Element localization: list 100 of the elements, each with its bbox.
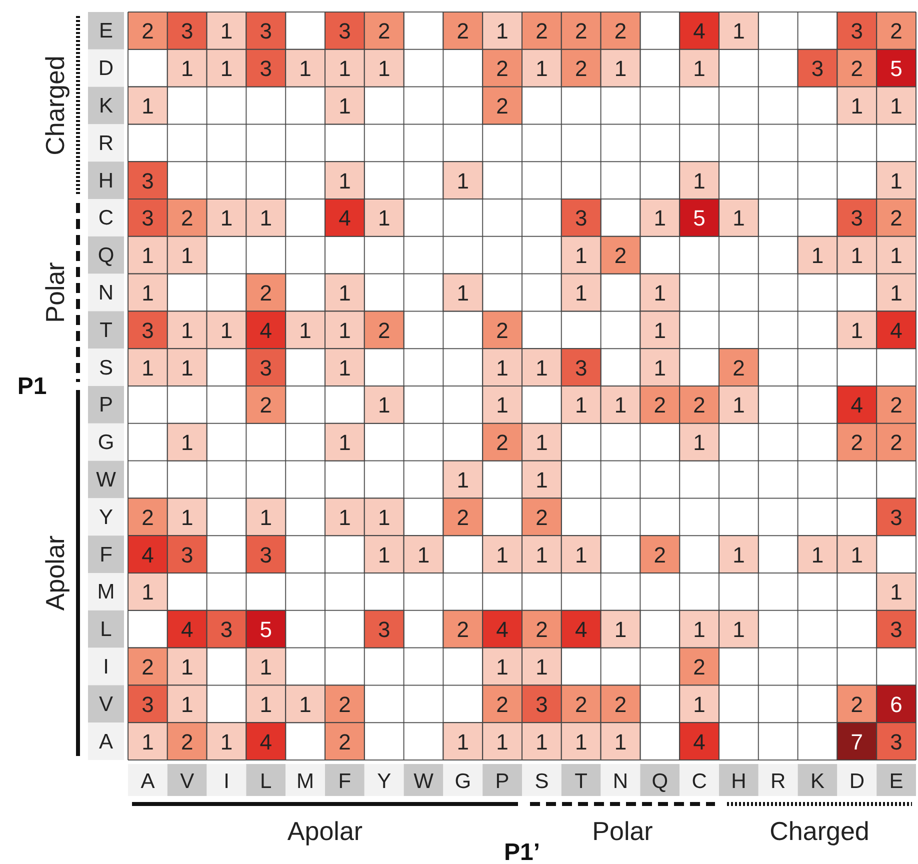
data-label: 1 [456,168,470,194]
data-label: 1 [811,542,824,568]
x-tick-label: I [224,770,230,793]
data-label: 3 [890,504,902,530]
data-label: 2 [850,430,864,456]
data-label: 1 [536,654,548,680]
data-label: 3 [850,18,864,44]
data-label: 5 [890,56,902,82]
data-label: 1 [496,729,508,754]
x-axis-title: P1’ [504,839,540,864]
data-label: 1 [574,280,588,306]
data-label: 1 [850,542,864,568]
data-label: 2 [890,206,902,231]
data-label: 1 [654,318,666,343]
data-label: 3 [850,206,864,231]
data-label: 1 [890,94,902,118]
data-label: 2 [536,18,548,44]
data-label: 1 [180,430,194,456]
data-label: 2 [536,504,548,530]
data-label: 2 [338,692,351,717]
data-label: 1 [732,542,745,568]
data-label: 4 [180,617,194,642]
data-label: 1 [142,580,154,605]
text: Charged [770,816,870,846]
data-label: 1 [142,280,154,306]
x-tick-label: R [770,770,786,793]
data-label: 1 [890,168,902,194]
x-tick-label: K [810,770,825,793]
data-label: 2 [456,504,470,530]
data-label: 1 [574,542,588,568]
data-label: 1 [338,94,351,118]
data-label: 2 [574,56,588,82]
data-label: 3 [536,692,548,717]
data-label: 1 [732,206,745,231]
data-label: 1 [574,729,588,754]
text: Charged [40,56,70,156]
data-label: 1 [536,430,548,456]
data-label: 1 [180,355,194,380]
data-label: 1 [338,280,351,306]
data-label: 3 [260,18,272,44]
data-label: 1 [378,392,390,418]
data-label: 5 [260,617,272,642]
data-label: 1 [496,654,508,680]
data-label: 1 [220,56,233,82]
data-label: 1 [260,692,272,717]
data-label: 2 [890,18,902,44]
y-tick-label: Y [98,506,114,529]
data-label: 2 [732,355,745,380]
text: Apolar [40,535,70,611]
x-tick-label: A [140,770,155,793]
data-label: 2 [456,617,470,642]
data-label: 1 [614,617,627,642]
x-tick-label: V [180,770,194,793]
data-label: 2 [260,392,272,418]
data-label: 1 [299,318,312,343]
data-label: 1 [890,243,902,268]
x-tick-label: C [692,770,707,793]
data-label: 1 [180,504,194,530]
data-label: 4 [338,206,351,231]
x-tick-label: F [338,770,352,793]
data-label: 2 [614,243,627,268]
data-label: 3 [574,206,588,231]
x-tick-label: L [260,770,272,793]
data-label: 1 [614,729,627,754]
data-label: 2 [890,392,902,418]
data-label: 2 [614,692,627,717]
data-label: 1 [496,542,508,568]
x-tick-label: G [454,770,472,793]
data-label: 3 [378,617,390,642]
x-tick-label: M [296,770,314,793]
data-label: 1 [732,392,745,418]
data-label: 1 [693,430,706,456]
data-label: 1 [180,654,194,680]
text: Polar [592,816,654,846]
data-label: 2 [378,318,390,343]
data-label: 2 [693,654,706,680]
data-label: 1 [378,542,390,568]
data-label: 1 [850,318,864,343]
data-label: 4 [260,318,272,343]
data-label: 2 [614,18,627,44]
y-tick-label: L [100,618,112,642]
data-label: 1 [260,654,272,680]
data-label: 2 [180,206,194,231]
data-label: 3 [260,56,272,82]
data-label: 1 [654,355,666,380]
data-label: 1 [496,355,508,380]
data-label: 3 [142,318,154,343]
data-label: 1 [456,280,470,306]
data-label: 1 [220,18,233,44]
data-label: 3 [142,692,154,717]
y-tick-label: H [98,169,114,192]
y-tick-label: E [98,20,114,43]
data-label: 1 [142,243,154,268]
data-label: 4 [693,18,706,44]
y-tick-label: R [98,132,114,155]
data-label: 1 [456,468,470,492]
data-label: 4 [850,392,864,418]
data-label: 1 [260,504,272,530]
data-label: 2 [456,18,470,44]
data-label: 1 [338,168,351,194]
